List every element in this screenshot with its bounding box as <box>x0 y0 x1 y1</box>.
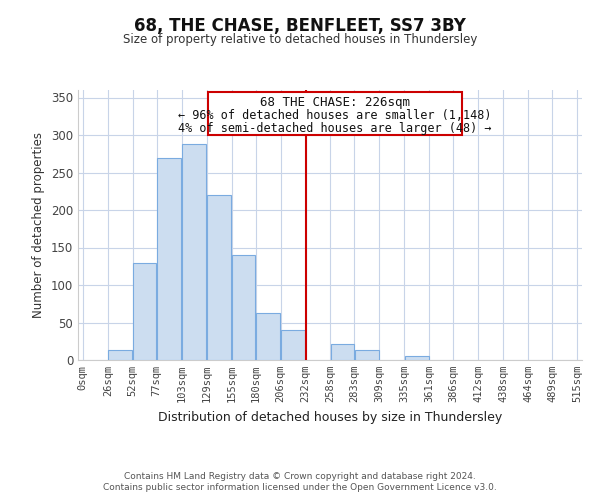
Bar <box>281 330 305 360</box>
Text: Contains HM Land Registry data © Crown copyright and database right 2024.: Contains HM Land Registry data © Crown c… <box>124 472 476 481</box>
Bar <box>182 144 206 360</box>
Bar <box>405 356 429 360</box>
Bar <box>232 255 255 360</box>
Bar <box>256 313 280 360</box>
Text: 68 THE CHASE: 226sqm: 68 THE CHASE: 226sqm <box>260 96 410 109</box>
Text: Contains public sector information licensed under the Open Government Licence v3: Contains public sector information licen… <box>103 483 497 492</box>
Y-axis label: Number of detached properties: Number of detached properties <box>32 132 46 318</box>
Text: 68, THE CHASE, BENFLEET, SS7 3BY: 68, THE CHASE, BENFLEET, SS7 3BY <box>134 18 466 36</box>
X-axis label: Distribution of detached houses by size in Thundersley: Distribution of detached houses by size … <box>158 410 502 424</box>
Text: Size of property relative to detached houses in Thundersley: Size of property relative to detached ho… <box>123 32 477 46</box>
Bar <box>207 195 231 360</box>
Text: ← 96% of detached houses are smaller (1,148): ← 96% of detached houses are smaller (1,… <box>178 110 491 122</box>
Bar <box>108 350 133 360</box>
Bar <box>133 262 157 360</box>
Text: 4% of semi-detached houses are larger (48) →: 4% of semi-detached houses are larger (4… <box>178 122 491 135</box>
Bar <box>355 350 379 360</box>
Bar <box>208 92 462 135</box>
Bar <box>331 344 354 360</box>
Bar <box>157 158 181 360</box>
